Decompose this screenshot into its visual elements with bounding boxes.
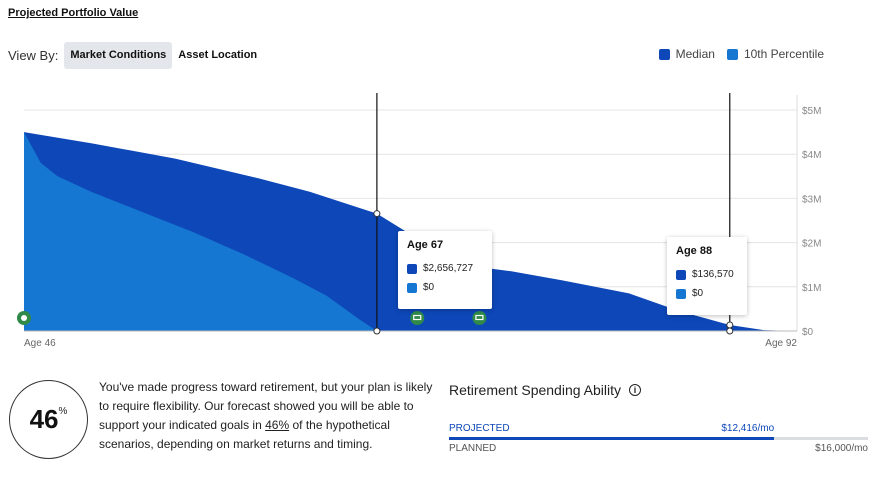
cart-marker-icon[interactable]: [410, 311, 425, 325]
hover-dot-median: [373, 210, 381, 218]
piggy-bank-icon: [21, 315, 27, 321]
message-part-1: You've made progress toward retirement, …: [99, 380, 433, 432]
projected-label: PROJECTED: [449, 423, 510, 434]
cart-icon: [413, 314, 422, 321]
legend-item-median: Median: [658, 47, 715, 61]
tooltip-p10-value: $0: [692, 288, 704, 299]
planned-value: $16,000/mo: [815, 443, 868, 454]
y-tick-label: $5M: [802, 106, 821, 117]
legend-label-10th-percentile: 10th Percentile: [743, 47, 824, 61]
message-percent[interactable]: 46%: [265, 418, 290, 432]
market-conditions-button[interactable]: Market Conditions: [64, 42, 173, 69]
p10-swatch: [726, 48, 738, 60]
median-swatch: [658, 48, 670, 60]
tooltip-median-row: $2,656,727: [407, 263, 483, 274]
p10-swatch: [407, 282, 417, 293]
projected-row: PROJECTED $12,416/mo: [449, 423, 868, 434]
y-tick-label: $4M: [802, 150, 821, 161]
score-value: 46: [29, 404, 59, 434]
tooltip-p10-row: $0: [676, 288, 738, 299]
y-tick-label: $3M: [802, 194, 821, 205]
projected-bar-fill: [449, 437, 775, 440]
tooltip-p10-value: $0: [423, 282, 435, 293]
hover-dot-p10: [373, 327, 381, 335]
asset-location-button[interactable]: Asset Location: [178, 49, 258, 61]
hover-dot-p10: [726, 327, 734, 335]
planned-label: PLANNED: [449, 443, 497, 454]
tooltip-age-88: Age 88 $136,570 $0: [667, 237, 747, 315]
p10-swatch: [676, 288, 686, 299]
tooltip-p10-row: $0: [407, 282, 483, 293]
success-score-circle: 46%: [9, 380, 88, 459]
tooltip-title: Age 88: [676, 245, 713, 257]
view-by-toggle: View By: Market Conditions Asset Locatio…: [8, 42, 263, 69]
x-end-label: Age 92: [765, 338, 797, 349]
info-icon[interactable]: i: [629, 384, 641, 396]
projected-value: $12,416/mo: [721, 423, 775, 434]
legend-item-10th-percentile: 10th Percentile: [726, 47, 824, 61]
score-unit: %: [58, 406, 68, 417]
tooltip-median-row: $136,570: [676, 269, 738, 280]
x-start-label: Age 46: [24, 338, 56, 349]
message-part-2: of the hypothetical scenarios, depending…: [99, 418, 390, 451]
area-10th-percentile: [24, 132, 797, 331]
tooltip-median-value: $2,656,727: [423, 263, 474, 274]
y-tick-label: $1M: [802, 283, 821, 294]
planned-row: PLANNED $16,000/mo: [449, 443, 868, 454]
summary-message: You've made progress toward retirement, …: [99, 378, 434, 454]
spending-bar: [449, 437, 868, 440]
cart-marker-icon[interactable]: [472, 311, 487, 325]
spending-ability-heading: Retirement Spending Ability: [449, 382, 621, 398]
median-swatch: [407, 263, 417, 274]
legend-label-median: Median: [675, 47, 715, 61]
tooltip-median-value: $136,570: [692, 269, 734, 280]
tooltip-title: Age 67: [407, 239, 444, 251]
y-tick-label: $0: [802, 327, 814, 338]
median-swatch: [676, 269, 686, 280]
view-by-label: View By:: [8, 48, 59, 63]
cart-icon: [475, 314, 484, 321]
hover-dot-median: [726, 321, 734, 329]
page-title[interactable]: Projected Portfolio Value: [8, 7, 139, 19]
portfolio-chart[interactable]: $0 $1M $2M $3M $4M $5M Age 46 Age 92: [0, 0, 874, 360]
y-tick-label: $2M: [802, 239, 821, 250]
chart-legend: Median 10th Percentile: [647, 47, 824, 61]
tooltip-age-67: Age 67 $2,656,727 $0: [398, 231, 492, 309]
spending-ability-title: Retirement Spending Ability i: [449, 382, 641, 398]
